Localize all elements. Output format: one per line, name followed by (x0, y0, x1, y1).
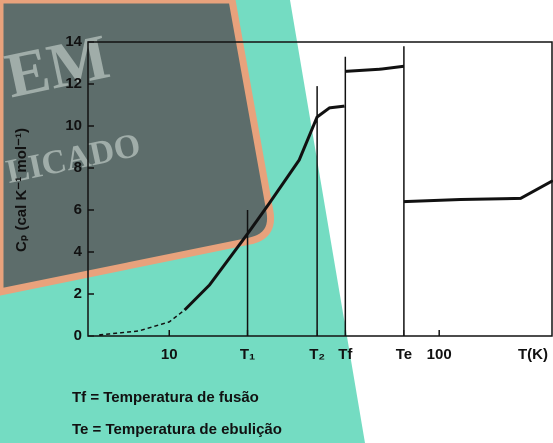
x-tick-label: T₁ (240, 346, 255, 363)
data-line (183, 64, 553, 312)
y-tick-label: 2 (74, 285, 82, 302)
note: Te = Temperatura de ebulição (72, 421, 282, 438)
chalkboard (0, 0, 275, 296)
x-tick-label: 10 (161, 346, 178, 363)
y-tick-label: 0 (74, 327, 82, 344)
plot-frame (87, 41, 553, 337)
x-tick-label: Te (396, 346, 412, 363)
note: Tf = Temperatura de fusão (72, 389, 259, 406)
x-axis-label: T(K) (518, 346, 548, 363)
x-tick-label: Tf (338, 346, 353, 363)
y-tick-label: 8 (74, 159, 82, 176)
y-tick-label: 4 (74, 243, 83, 260)
y-tick-label: 12 (65, 75, 82, 92)
y-tick-label: 6 (74, 201, 82, 218)
y-tick-label: 14 (65, 33, 82, 50)
x-tick-label: 100 (427, 346, 452, 363)
y-tick-label: 10 (65, 117, 82, 134)
x-tick-label: T₂ (309, 346, 325, 363)
y-axis-label: Cₚ (cal K⁻¹ mol⁻¹) (13, 128, 30, 252)
